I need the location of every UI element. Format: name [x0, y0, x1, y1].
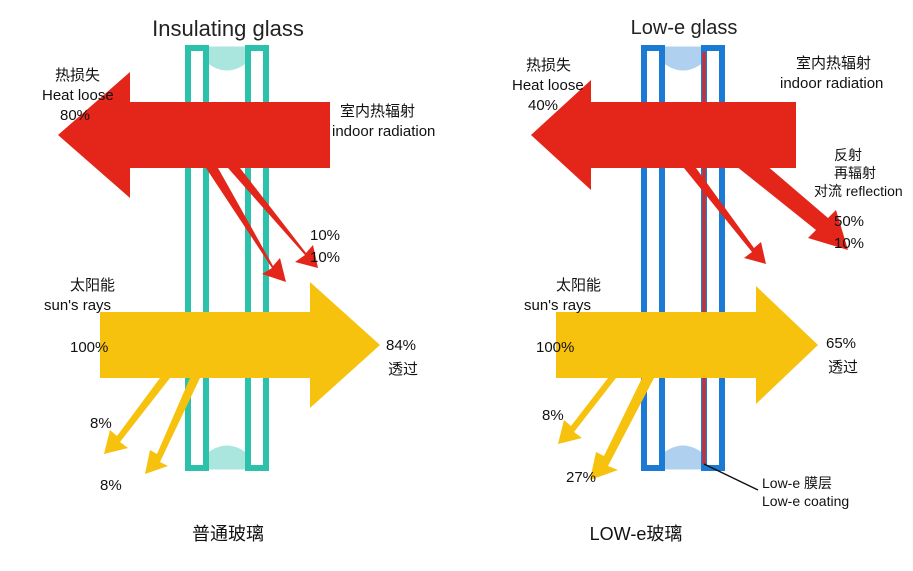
- coating-en: Low-e coating: [762, 493, 849, 509]
- left-caption: 普通玻璃: [192, 524, 264, 544]
- sun-refl-a: 8%: [90, 415, 112, 432]
- coating-cn: Low-e 膜层: [762, 475, 832, 491]
- sun-rays-arrow: [100, 282, 380, 474]
- heat-loss-pct: 80%: [60, 107, 90, 124]
- sun-label-cn: 太阳能: [70, 277, 115, 294]
- r-refl-l2: 再辐射: [834, 165, 876, 181]
- sun-through: 84%: [386, 337, 416, 354]
- heat-tx-a: 10%: [310, 227, 340, 244]
- lowe-heat-arrows: [531, 80, 848, 264]
- r-sun-en: sun's rays: [524, 297, 591, 314]
- left-svg: Insulating glass 热损失 Heat loose 80% 室内热辐…: [0, 0, 456, 566]
- r-sun-through-lbl: 透过: [828, 359, 858, 376]
- sun-through-lbl: 透过: [388, 361, 418, 378]
- sun-incident: 100%: [70, 339, 108, 356]
- right-panel: Low-e glass 热损失 Heat loose 40% 室内热辐射 ind…: [456, 0, 912, 566]
- sun-refl-b: 8%: [100, 477, 122, 494]
- heat-label-en: Heat loose: [42, 87, 114, 104]
- r-sun-ra: 8%: [542, 407, 564, 424]
- r-tx-pct: 10%: [834, 235, 864, 252]
- left-title: Insulating glass: [152, 16, 304, 41]
- r-indoor-cn: 室内热辐射: [796, 55, 871, 72]
- sun-label-en: sun's rays: [44, 297, 111, 314]
- r-refl-l3: 对流 reflection: [814, 183, 903, 199]
- right-caption: LOW-e玻璃: [590, 524, 683, 544]
- r-refl-l1: 反射: [834, 147, 862, 163]
- coating-leader: [704, 464, 758, 490]
- right-svg: Low-e glass 热损失 Heat loose 40% 室内热辐射 ind…: [456, 0, 912, 566]
- heat-label-cn: 热损失: [55, 67, 100, 84]
- heat-tx-b: 10%: [310, 249, 340, 266]
- r-heat-cn: 热损失: [526, 57, 571, 74]
- r-sun-rb: 27%: [566, 469, 596, 486]
- r-sun-cn: 太阳能: [556, 277, 601, 294]
- r-heat-pct: 40%: [528, 97, 558, 114]
- r-heat-en: Heat loose: [512, 77, 584, 94]
- r-indoor-en: indoor radiation: [780, 75, 883, 92]
- r-sun-through: 65%: [826, 335, 856, 352]
- indoor-rad-cn: 室内热辐射: [340, 103, 415, 120]
- indoor-rad-en: indoor radiation: [332, 123, 435, 140]
- right-title: Low-e glass: [631, 17, 738, 39]
- r-refl-pct: 50%: [834, 213, 864, 230]
- left-panel: Insulating glass 热损失 Heat loose 80% 室内热辐…: [0, 0, 456, 566]
- r-sun-incident: 100%: [536, 339, 574, 356]
